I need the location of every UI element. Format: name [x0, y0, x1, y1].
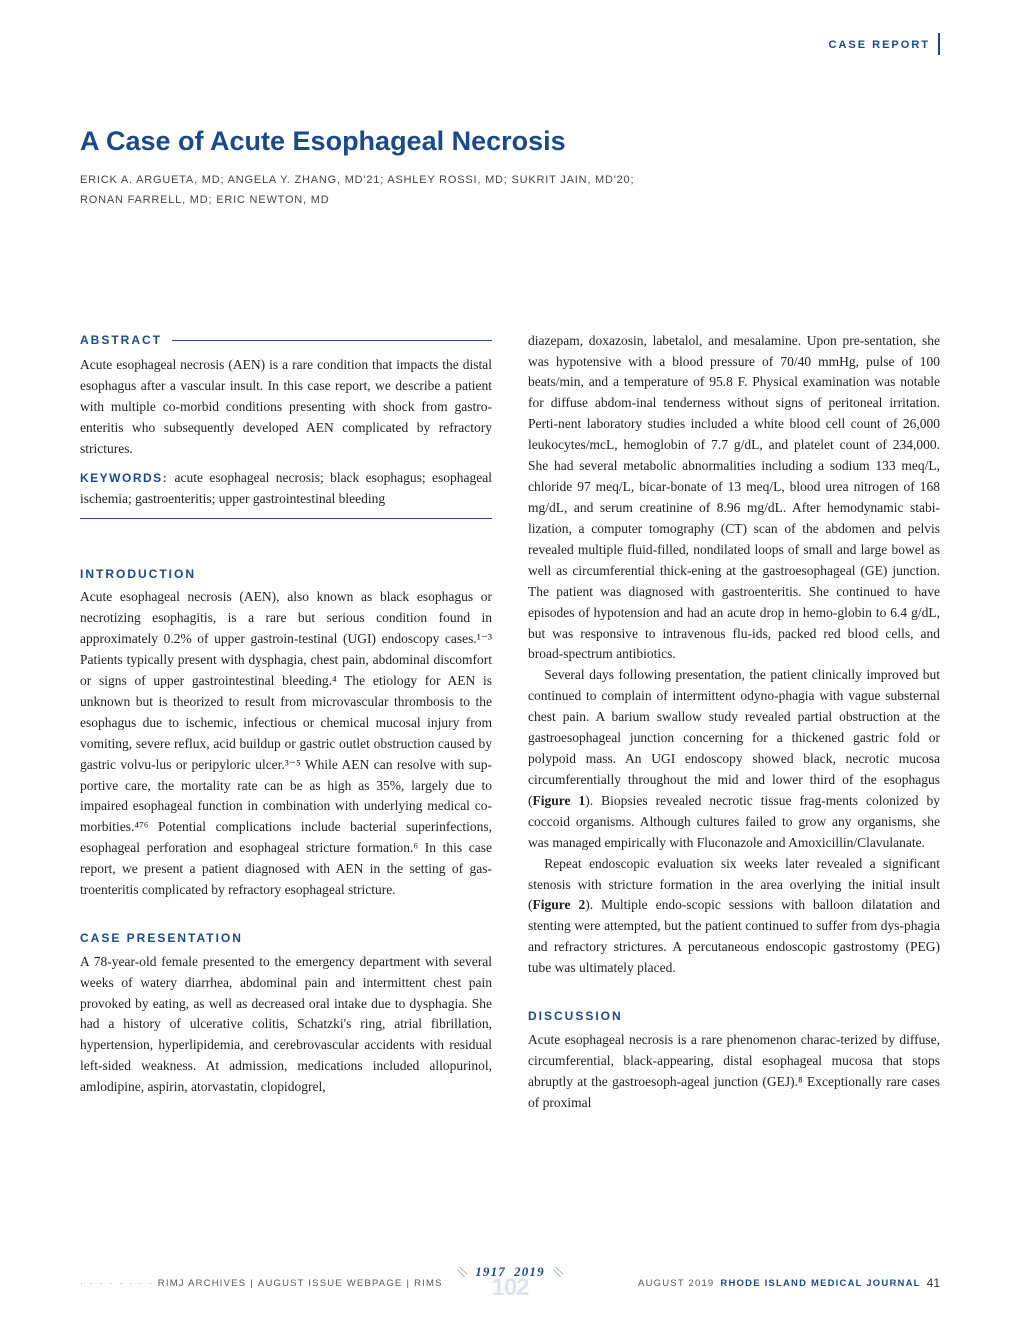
abstract-heading-rule — [172, 340, 492, 341]
case-report-label: CASE REPORT — [829, 39, 930, 51]
case-p1-left: A 78-year-old female presented to the em… — [80, 952, 492, 1098]
diamond-right-icon — [553, 1267, 563, 1277]
discussion-heading: DISCUSSION — [528, 1007, 940, 1026]
footer-link-rims[interactable]: RIMS — [414, 1278, 443, 1289]
figure-1-ref: Figure 1 — [533, 793, 586, 808]
abstract-end-rule — [80, 518, 492, 519]
discussion-section: DISCUSSION Acute esophageal necrosis is … — [528, 1007, 940, 1113]
introduction-section: INTRODUCTION Acute esophageal necrosis (… — [80, 565, 492, 901]
footer-center-emblem: 1917 2019 102 — [457, 1264, 563, 1302]
footer-sep-2: | — [406, 1278, 410, 1289]
footer-dots-icon: · · · · · · · · — [80, 1278, 154, 1289]
footer-journal-name: RHODE ISLAND MEDICAL JOURNAL — [720, 1278, 920, 1289]
case-p2-right: Several days following presentation, the… — [528, 665, 940, 853]
page-footer: · · · · · · · · RIMJ ARCHIVES | AUGUST I… — [80, 1276, 940, 1290]
right-column: diazepam, doxazosin, labetalol, and mesa… — [528, 331, 940, 1142]
discussion-text: Acute esophageal necrosis is a rare phen… — [528, 1030, 940, 1114]
abstract-heading-row: ABSTRACT — [80, 331, 492, 350]
authors-line2: RONAN FARRELL, MD; ERIC NEWTON, MD — [80, 194, 329, 206]
case-p1-right: diazepam, doxazosin, labetalol, and mesa… — [528, 331, 940, 666]
footer-left: · · · · · · · · RIMJ ARCHIVES | AUGUST I… — [80, 1278, 443, 1289]
keywords-label: KEYWORDS: — [80, 471, 168, 485]
footer-link-archives[interactable]: RIMJ ARCHIVES — [158, 1278, 246, 1289]
abstract-heading: ABSTRACT — [80, 331, 162, 350]
case-p3b: ). Multiple endo-scopic sessions with ba… — [528, 897, 940, 975]
case-p2a: Several days following presentation, the… — [528, 667, 940, 808]
authors-line1: ERICK A. ARGUETA, MD; ANGELA Y. ZHANG, M… — [80, 174, 634, 186]
diamond-left-icon — [457, 1267, 467, 1277]
authors: ERICK A. ARGUETA, MD; ANGELA Y. ZHANG, M… — [80, 171, 940, 211]
two-column-body: ABSTRACT Acute esophageal necrosis (AEN)… — [80, 331, 940, 1142]
header-case-report: CASE REPORT — [829, 36, 940, 54]
footer-page-number: 41 — [927, 1276, 940, 1290]
abstract-text: Acute esophageal necrosis (AEN) is a rar… — [80, 355, 492, 460]
case-p2b: ). Biopsies revealed necrotic tissue fra… — [528, 793, 940, 850]
case-presentation-heading: CASE PRESENTATION — [80, 929, 492, 948]
article-title: A Case of Acute Esophageal Necrosis — [80, 126, 940, 157]
footer-link-issue[interactable]: AUGUST ISSUE WEBPAGE — [258, 1278, 403, 1289]
figure-2-ref: Figure 2 — [533, 897, 586, 912]
keywords: KEYWORDS: acute esophageal necrosis; bla… — [80, 468, 492, 510]
case-presentation-section-left: CASE PRESENTATION A 78-year-old female p… — [80, 929, 492, 1098]
title-block: A Case of Acute Esophageal Necrosis ERIC… — [80, 126, 940, 211]
header-accent-bar — [938, 33, 940, 55]
introduction-heading: INTRODUCTION — [80, 565, 492, 584]
footer-sep-1: | — [250, 1278, 254, 1289]
footer-right: AUGUST 2019 RHODE ISLAND MEDICAL JOURNAL… — [638, 1276, 940, 1290]
left-column: ABSTRACT Acute esophageal necrosis (AEN)… — [80, 331, 492, 1142]
footer-volume-number: 102 — [491, 1274, 528, 1302]
footer-date: AUGUST 2019 — [638, 1278, 714, 1289]
case-p3-right: Repeat endoscopic evaluation six weeks l… — [528, 854, 940, 980]
introduction-text: Acute esophageal necrosis (AEN), also kn… — [80, 587, 492, 901]
